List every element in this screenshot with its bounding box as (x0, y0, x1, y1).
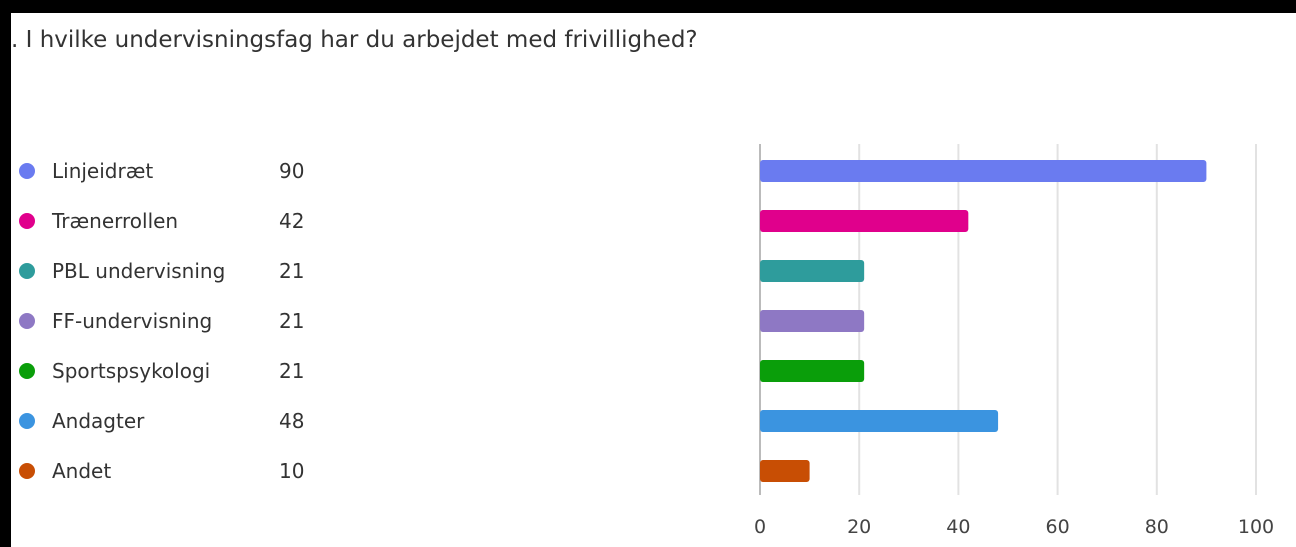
legend-item: Linjeidræt 90 (11, 151, 341, 191)
legend-label: Andagter (52, 409, 145, 433)
legend-item: Andagter 48 (11, 401, 341, 441)
legend-label: Trænerrollen (52, 209, 179, 233)
legend-value: 48 (279, 409, 305, 433)
legend-value: 21 (279, 259, 305, 283)
x-tick-label: 40 (946, 516, 970, 538)
bar-5 (760, 410, 999, 432)
bar-3 (760, 310, 865, 332)
bar-4 (760, 360, 865, 382)
legend-item: Andet 10 (11, 451, 341, 491)
legend-item: FF-undervisning 21 (11, 301, 341, 341)
legend-dot-icon (19, 263, 35, 279)
x-tick-label: 20 (847, 516, 871, 538)
legend-value: 21 (279, 359, 305, 383)
legend-dot-icon (19, 363, 35, 379)
legend-dot-icon (19, 313, 35, 329)
legend-value: 42 (279, 209, 305, 233)
chart-panel: . I hvilke undervisningsfag har du arbej… (11, 13, 1296, 547)
x-tick-label: 0 (754, 516, 766, 538)
legend-label: PBL undervisning (52, 259, 226, 283)
legend-dot-icon (19, 463, 35, 479)
bar-chart: 0 20 40 60 80 100 (754, 144, 1274, 538)
x-tick-label: 80 (1145, 516, 1169, 538)
legend-value: 90 (279, 159, 305, 183)
bar-1 (760, 210, 969, 232)
legend-item: PBL undervisning 21 (11, 251, 341, 291)
bar-2 (760, 260, 865, 282)
legend-item: Sportspsykologi 21 (11, 351, 341, 391)
x-tick-label: 100 (1238, 516, 1274, 538)
legend-label: Linjeidræt (52, 159, 154, 183)
legend-value: 10 (279, 459, 305, 483)
legend-dot-icon (19, 163, 35, 179)
bar-0 (760, 160, 1207, 182)
legend-label: Andet (52, 459, 112, 483)
x-tick-label: 60 (1046, 516, 1070, 538)
legend-label: FF-undervisning (52, 309, 213, 333)
legend-item: Trænerrollen 42 (11, 201, 341, 241)
question-title: . I hvilke undervisningsfag har du arbej… (11, 27, 698, 53)
legend-value: 21 (279, 309, 305, 333)
legend-dot-icon (19, 213, 35, 229)
legend-dot-icon (19, 413, 35, 429)
legend-label: Sportspsykologi (52, 359, 211, 383)
bar-6 (760, 460, 810, 482)
